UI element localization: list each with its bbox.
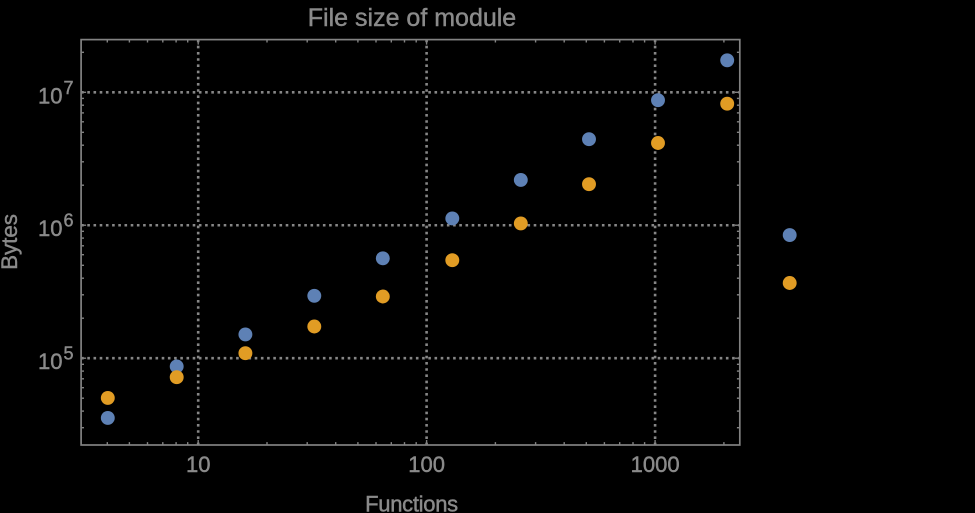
svg-text:Bytes: Bytes [0,214,22,270]
svg-text:10: 10 [38,84,62,109]
svg-text:File size of module: File size of module [308,4,516,32]
svg-text:10: 10 [38,216,62,241]
svg-text:6: 6 [64,211,74,231]
svg-text:10: 10 [186,452,210,477]
svg-text:10: 10 [38,349,62,374]
svg-text:5: 5 [64,344,74,364]
svg-text:Functions: Functions [365,492,458,513]
svg-text:100: 100 [408,452,445,477]
svg-text:1000: 1000 [631,452,680,477]
svg-text:7: 7 [64,78,74,98]
